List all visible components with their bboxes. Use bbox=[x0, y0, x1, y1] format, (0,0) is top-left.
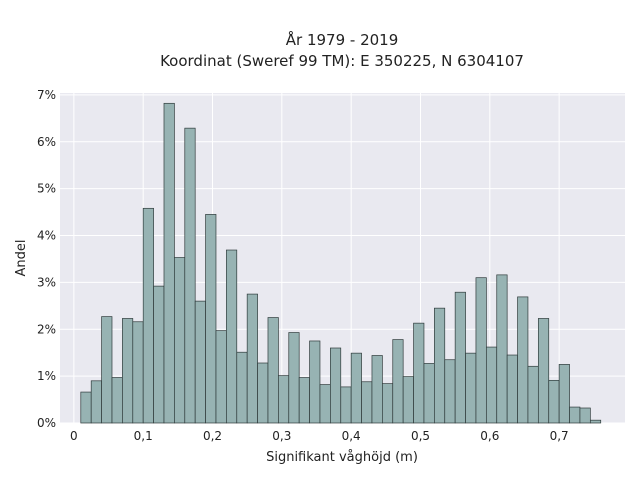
histogram-bar bbox=[506, 354, 518, 424]
histogram-bar bbox=[485, 346, 498, 424]
x-tick-label: 0,6 bbox=[480, 429, 499, 443]
y-tick-label: 4% bbox=[37, 229, 56, 243]
y-axis-ticks: 0% 1% 2% 3% 4% 5% 6% 7% bbox=[37, 88, 56, 430]
histogram-bar bbox=[278, 375, 290, 424]
histogram-bar bbox=[215, 330, 227, 424]
histogram-bar bbox=[454, 291, 466, 424]
histogram-bar bbox=[111, 377, 123, 424]
x-tick-label: 0,7 bbox=[550, 429, 569, 443]
histogram-bar bbox=[163, 102, 175, 424]
histogram-bar bbox=[496, 274, 508, 424]
histogram-bar bbox=[226, 249, 238, 424]
y-tick-label: 2% bbox=[37, 322, 56, 336]
histogram-bar bbox=[402, 376, 414, 424]
histogram-bar bbox=[246, 293, 258, 424]
histogram-bar bbox=[434, 307, 446, 424]
histogram-bar bbox=[589, 419, 602, 424]
histogram-bar bbox=[350, 352, 362, 424]
histogram-bar bbox=[361, 381, 373, 424]
histogram-bar bbox=[267, 317, 279, 424]
histogram-bar bbox=[132, 321, 144, 424]
y-tick-label: 1% bbox=[37, 369, 56, 383]
histogram-bar bbox=[330, 347, 342, 424]
histogram-bar bbox=[382, 383, 394, 424]
histogram-bar bbox=[548, 379, 560, 424]
x-axis-ticks: 0 0,1 0,2 0,3 0,4 0,5 0,6 0,7 bbox=[70, 429, 569, 443]
histogram-bar bbox=[298, 377, 310, 424]
histogram-bar bbox=[537, 318, 550, 424]
chart-title: År 1979 - 2019 bbox=[286, 30, 399, 49]
y-tick-label: 3% bbox=[37, 275, 56, 289]
histogram-bar bbox=[527, 365, 539, 424]
histogram-bar bbox=[444, 359, 456, 424]
histogram-bar bbox=[257, 362, 269, 424]
histogram-bar bbox=[569, 406, 581, 424]
histogram-bar bbox=[319, 384, 331, 424]
histogram-bar bbox=[558, 364, 570, 424]
histogram-bar bbox=[517, 296, 529, 424]
y-tick-label: 0% bbox=[37, 416, 56, 430]
histogram-bar bbox=[413, 322, 425, 424]
y-tick-label: 6% bbox=[37, 135, 56, 149]
histogram-bar bbox=[153, 285, 165, 424]
histogram-bar bbox=[475, 277, 487, 424]
histogram-bar bbox=[309, 340, 321, 424]
x-tick-label: 0,3 bbox=[272, 429, 291, 443]
histogram-bar bbox=[288, 332, 300, 424]
histogram-bar bbox=[340, 386, 352, 424]
histogram-bar bbox=[423, 363, 435, 424]
histogram-bar bbox=[174, 257, 186, 424]
x-axis-label: Signifikant våghöjd (m) bbox=[266, 450, 418, 465]
chart-subtitle: Koordinat (Sweref 99 TM): E 350225, N 63… bbox=[160, 52, 524, 70]
histogram-bar bbox=[392, 339, 404, 424]
histogram-bar bbox=[80, 391, 92, 424]
y-tick-label: 7% bbox=[37, 88, 56, 102]
histogram-bar bbox=[90, 380, 102, 424]
histogram-bar bbox=[579, 407, 591, 424]
y-axis-label: Andel bbox=[14, 240, 29, 277]
histogram-bar bbox=[122, 318, 134, 424]
x-tick-label: 0,5 bbox=[411, 429, 430, 443]
histogram-bar bbox=[184, 127, 196, 424]
histogram-bar bbox=[371, 355, 383, 424]
x-tick-label: 0,2 bbox=[203, 429, 222, 443]
histogram-bar bbox=[194, 300, 206, 424]
histogram-bar bbox=[236, 351, 248, 424]
histogram-bar bbox=[101, 316, 113, 424]
histogram-bar bbox=[205, 214, 217, 424]
x-tick-label: 0,4 bbox=[342, 429, 361, 443]
x-tick-label: 0 bbox=[70, 429, 78, 443]
histogram-bar bbox=[142, 207, 154, 424]
x-tick-label: 0,1 bbox=[134, 429, 153, 443]
histogram-bar bbox=[465, 352, 477, 424]
bars bbox=[80, 102, 602, 424]
y-tick-label: 5% bbox=[37, 182, 56, 196]
